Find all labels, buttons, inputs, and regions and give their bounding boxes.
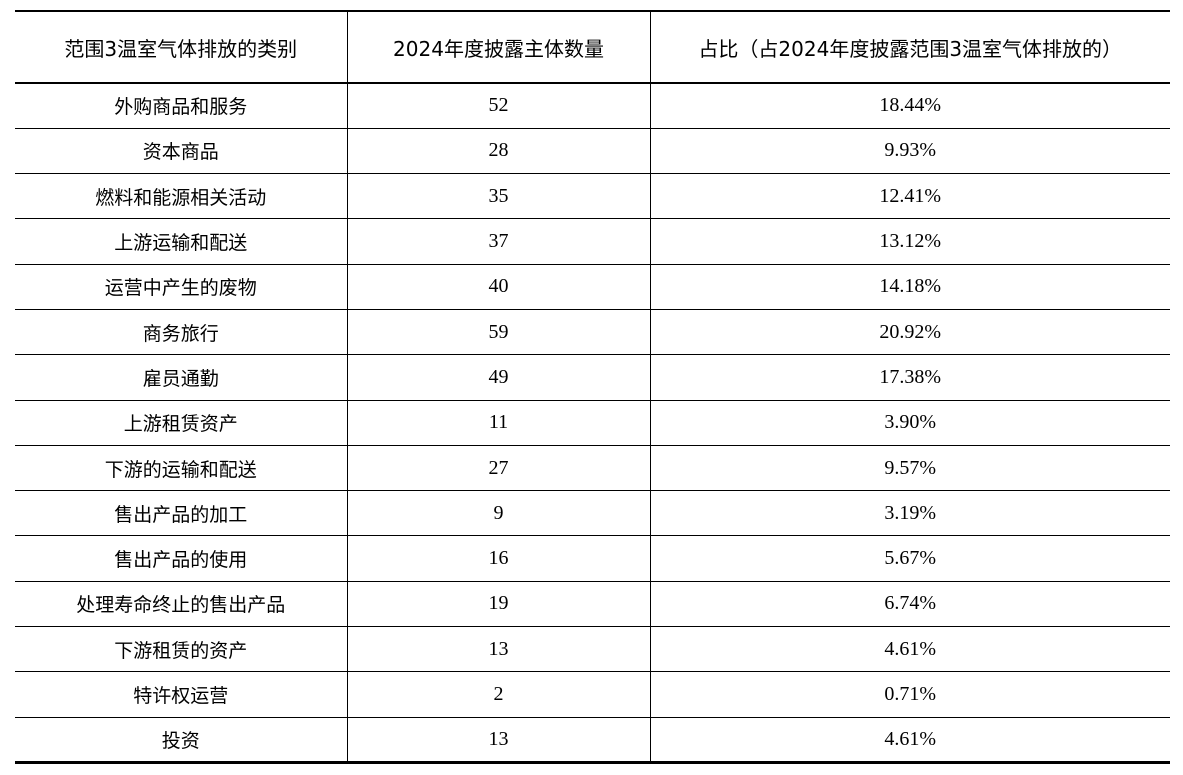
cell-category: 商务旅行 — [15, 309, 347, 356]
cell-share: 18.44% — [649, 83, 1170, 129]
cell-category: 投资 — [15, 717, 347, 764]
cell-share: 14.18% — [649, 264, 1170, 310]
table-row: 外购商品和服务 52 18.44% — [15, 83, 1170, 129]
cell-category: 外购商品和服务 — [15, 83, 347, 129]
cell-category: 售出产品的使用 — [15, 535, 347, 582]
cell-count: 13 — [346, 626, 650, 673]
cell-category: 运营中产生的废物 — [15, 264, 347, 310]
table-row: 资本商品 28 9.93% — [15, 128, 1170, 175]
cell-count: 2 — [346, 671, 650, 718]
cell-share: 9.57% — [649, 445, 1170, 492]
header-count: 2024年度披露主体数量 — [346, 10, 650, 84]
cell-share: 4.61% — [649, 626, 1170, 673]
header-share: 占比（占2024年度披露范围3温室气体排放的） — [649, 10, 1170, 84]
cell-count: 49 — [346, 354, 650, 401]
table-row: 燃料和能源相关活动 35 12.41% — [15, 173, 1170, 220]
cell-share: 0.71% — [649, 671, 1170, 718]
table-row: 雇员通勤 49 17.38% — [15, 354, 1170, 401]
cell-category: 下游的运输和配送 — [15, 445, 347, 492]
cell-category: 处理寿命终止的售出产品 — [15, 581, 347, 628]
cell-share: 3.90% — [649, 400, 1170, 446]
cell-share: 12.41% — [649, 173, 1170, 220]
table-row: 上游租赁资产 11 3.90% — [15, 400, 1170, 446]
header-category: 范围3温室气体排放的类别 — [15, 10, 347, 84]
table-row: 下游租赁的资产 13 4.61% — [15, 626, 1170, 673]
cell-share: 6.74% — [649, 581, 1170, 628]
table-row: 售出产品的加工 9 3.19% — [15, 490, 1170, 537]
cell-share: 3.19% — [649, 490, 1170, 537]
cell-share: 4.61% — [649, 717, 1170, 764]
cell-share: 17.38% — [649, 354, 1170, 401]
cell-count: 40 — [346, 264, 650, 310]
table-row: 商务旅行 59 20.92% — [15, 309, 1170, 356]
cell-category: 售出产品的加工 — [15, 490, 347, 537]
cell-category: 燃料和能源相关活动 — [15, 173, 347, 220]
cell-category: 下游租赁的资产 — [15, 626, 347, 673]
cell-category: 上游租赁资产 — [15, 400, 347, 446]
cell-count: 59 — [346, 309, 650, 356]
table-row: 售出产品的使用 16 5.67% — [15, 535, 1170, 582]
table-row: 运营中产生的废物 40 14.18% — [15, 264, 1170, 310]
header-row: 范围3温室气体排放的类别 2024年度披露主体数量 占比（占2024年度披露范围… — [15, 10, 1170, 84]
cell-category: 雇员通勤 — [15, 354, 347, 401]
cell-count: 11 — [346, 400, 650, 446]
cell-share: 20.92% — [649, 309, 1170, 356]
table-row: 投资 13 4.61% — [15, 717, 1170, 764]
table-row: 上游运输和配送 37 13.12% — [15, 218, 1170, 265]
cell-share: 13.12% — [649, 218, 1170, 265]
cell-share: 9.93% — [649, 128, 1170, 175]
cell-count: 52 — [346, 83, 650, 129]
cell-count: 27 — [346, 445, 650, 492]
cell-count: 28 — [346, 128, 650, 175]
cell-category: 上游运输和配送 — [15, 218, 347, 265]
table-body: 外购商品和服务 52 18.44% 资本商品 28 9.93% 燃料和能源相关活… — [15, 83, 1170, 764]
cell-count: 9 — [346, 490, 650, 537]
scope3-emissions-table-container: 范围3温室气体排放的类别 2024年度披露主体数量 占比（占2024年度披露范围… — [15, 10, 1170, 764]
table-header: 范围3温室气体排放的类别 2024年度披露主体数量 占比（占2024年度披露范围… — [15, 10, 1170, 84]
table-row: 下游的运输和配送 27 9.57% — [15, 445, 1170, 492]
cell-count: 37 — [346, 218, 650, 265]
cell-count: 35 — [346, 173, 650, 220]
table-row: 处理寿命终止的售出产品 19 6.74% — [15, 581, 1170, 628]
cell-count: 19 — [346, 581, 650, 628]
cell-count: 16 — [346, 535, 650, 582]
cell-count: 13 — [346, 717, 650, 764]
cell-category: 特许权运营 — [15, 671, 347, 718]
cell-share: 5.67% — [649, 535, 1170, 582]
scope3-emissions-table: 范围3温室气体排放的类别 2024年度披露主体数量 占比（占2024年度披露范围… — [15, 10, 1170, 764]
table-row: 特许权运营 2 0.71% — [15, 671, 1170, 718]
cell-category: 资本商品 — [15, 128, 347, 175]
